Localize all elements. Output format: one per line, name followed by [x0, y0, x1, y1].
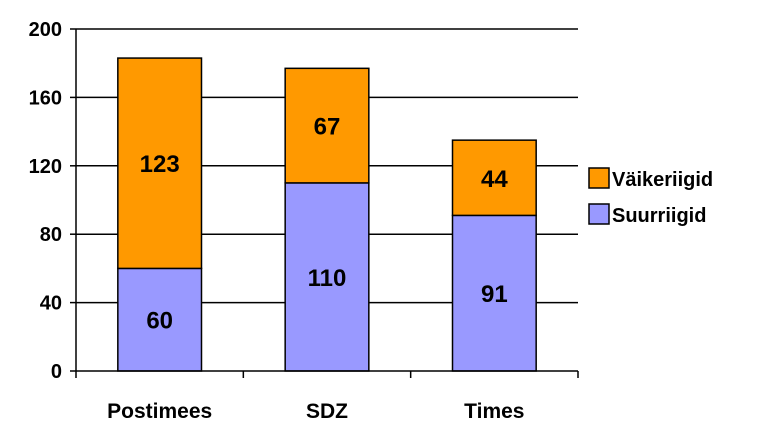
x-tick-label: Postimees	[107, 400, 212, 422]
x-axis-ticks: Postimees SDZ Times	[75, 371, 579, 422]
bar-segment	[117, 267, 203, 372]
bars	[117, 57, 537, 372]
data-labels: 60 123 110 67 91 44	[140, 114, 509, 335]
y-tick-label: 40	[40, 293, 62, 315]
data-label: 91	[481, 281, 508, 308]
data-label: 110	[308, 265, 347, 292]
legend-swatch	[588, 203, 610, 225]
y-tick-label: 120	[29, 156, 62, 178]
bar-segment	[117, 57, 203, 270]
x-tick-label: SDZ	[306, 400, 348, 422]
bar-segment	[284, 67, 370, 184]
y-tick-label: 0	[51, 361, 62, 383]
x-tick-label: Times	[464, 400, 524, 422]
legend-label: Suurriigid	[612, 205, 706, 227]
legend-label: Väikeriigid	[612, 169, 713, 191]
axes	[75, 29, 578, 372]
data-label: 44	[481, 166, 508, 193]
y-tick-label: 200	[29, 19, 62, 41]
data-label: 60	[146, 308, 173, 335]
data-label: 67	[314, 114, 341, 141]
legend: Väikeriigid Suurriigid	[588, 167, 713, 227]
y-tick-label: 80	[40, 224, 62, 246]
legend-swatch	[588, 167, 610, 189]
y-axis-ticks: 0 40 80 120 160 200	[29, 19, 76, 383]
bar-segment	[451, 139, 537, 217]
data-label: 123	[140, 151, 180, 178]
y-tick-label: 160	[29, 87, 62, 109]
